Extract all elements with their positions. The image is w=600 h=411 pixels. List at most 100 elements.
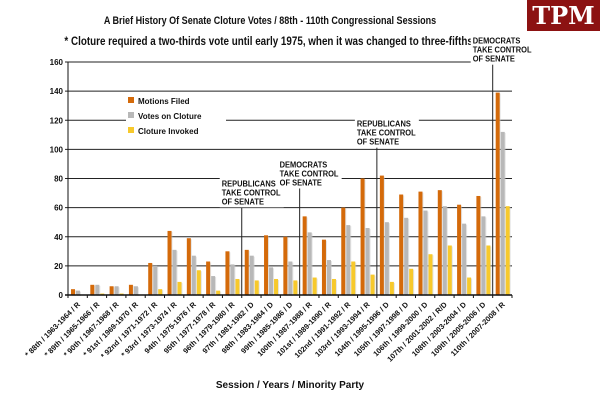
bar-motions-filed [399, 194, 404, 295]
bar-votes-on-cloture [249, 255, 254, 295]
bar-votes-on-cloture [326, 260, 331, 295]
bar-votes-on-cloture [500, 131, 505, 295]
bar-cloture-invoked [274, 278, 279, 295]
annotation-label: REPUBLICANS [222, 179, 277, 189]
legend-bg [126, 125, 226, 138]
bar-motions-filed [379, 175, 384, 295]
annotation-label: OF SENATE [222, 197, 265, 207]
bar-cloture-invoked [370, 274, 375, 295]
bar-votes-on-cloture [133, 286, 138, 295]
x-axis-label: Session / Years / Minority Party [216, 380, 365, 391]
bar-motions-filed [437, 190, 442, 295]
annotation-label: REPUBLICANS [357, 119, 412, 129]
bar-cloture-invoked [196, 270, 201, 295]
bar-cloture-invoked [158, 289, 163, 295]
legend-label: Votes on Cloture [138, 112, 202, 121]
bar-cloture-invoked [177, 281, 182, 295]
bar-votes-on-cloture [114, 286, 119, 295]
y-tick-label: 120 [50, 116, 64, 125]
bar-motions-filed [302, 216, 307, 295]
bar-cloture-invoked [467, 277, 472, 295]
legend-swatch [128, 112, 134, 118]
annotation-label: OF SENATE [473, 54, 516, 64]
annotation-bg [470, 34, 535, 65]
bar-cloture-invoked [235, 278, 240, 295]
legend-bg [126, 95, 226, 108]
bar-motions-filed [109, 286, 114, 295]
annotation-bg [354, 117, 419, 148]
annotation-label: TAKE CONTROL [357, 128, 416, 138]
bar-cloture-invoked [293, 280, 298, 295]
bar-motions-filed [457, 204, 462, 295]
bar-cloture-invoked [505, 206, 510, 295]
bar-votes-on-cloture [346, 225, 351, 295]
bar-votes-on-cloture [404, 217, 409, 295]
bar-votes-on-cloture [211, 276, 216, 295]
legend-label: Motions Filed [138, 97, 190, 106]
annotation-bg [219, 177, 284, 208]
annotation-label: DEMOCRATS [473, 36, 521, 46]
y-tick-label: 160 [50, 58, 64, 67]
bar-votes-on-cloture [230, 264, 235, 295]
bar-motions-filed [148, 262, 153, 295]
bar-votes-on-cloture [95, 284, 100, 295]
bar-votes-on-cloture [76, 290, 80, 295]
y-tick-label: 80 [54, 175, 63, 184]
bar-motions-filed [244, 249, 249, 295]
annotation-label: DEMOCRATS [280, 160, 328, 170]
annotation-label: TAKE CONTROL [473, 45, 532, 55]
bar-cloture-invoked [216, 290, 221, 295]
bar-motions-filed [186, 238, 191, 295]
y-tick-label: 20 [54, 262, 63, 271]
legend-bg [126, 110, 226, 123]
bar-motions-filed [225, 251, 230, 295]
bar-cloture-invoked [409, 268, 414, 295]
bar-votes-on-cloture [288, 261, 293, 295]
bar-cloture-invoked [389, 281, 394, 295]
bar-motions-filed [283, 236, 288, 295]
bar-votes-on-cloture [191, 255, 196, 295]
bar-cloture-invoked [486, 245, 491, 295]
bar-motions-filed [167, 230, 172, 295]
chart-subtitle: * Cloture required a two-thirds vote unt… [64, 34, 476, 48]
chart-title: A Brief History Of Senate Cloture Votes … [103, 15, 437, 27]
annotation-label: TAKE CONTROL [222, 188, 281, 198]
bar-votes-on-cloture [269, 267, 274, 295]
bar-motions-filed [206, 261, 211, 295]
annotation-label: OF SENATE [357, 137, 400, 147]
legend-label: Cloture Invoked [138, 127, 199, 136]
bar-votes-on-cloture [384, 222, 389, 295]
bar-cloture-invoked [428, 254, 433, 295]
bar-motions-filed [360, 178, 365, 295]
bar-votes-on-cloture [307, 232, 312, 295]
bar-cloture-invoked [254, 280, 259, 295]
bar-votes-on-cloture [481, 216, 486, 295]
bar-motions-filed [90, 284, 95, 295]
y-tick-label: 140 [50, 87, 64, 96]
bar-cloture-invoked [447, 245, 452, 295]
bar-motions-filed [341, 207, 346, 295]
y-tick-label: 60 [54, 204, 63, 213]
tpm-logo: TPM [527, 0, 600, 31]
annotation-label: OF SENATE [280, 178, 323, 188]
bar-motions-filed [495, 92, 500, 295]
bar-votes-on-cloture [462, 223, 467, 295]
bar-motions-filed [418, 191, 423, 295]
legend-swatch [128, 127, 134, 133]
bar-motions-filed [128, 284, 133, 295]
bar-motions-filed [71, 289, 75, 295]
annotation-label: TAKE CONTROL [280, 169, 339, 179]
bar-cloture-invoked [331, 278, 336, 295]
bar-cloture-invoked [312, 277, 317, 295]
bar-motions-filed [476, 195, 481, 295]
annotation-bg [277, 158, 342, 189]
y-tick-label: 0 [59, 291, 64, 300]
bar-votes-on-cloture [423, 210, 428, 295]
bar-votes-on-cloture [365, 228, 370, 295]
legend-swatch [128, 97, 134, 103]
bar-cloture-invoked [351, 261, 356, 295]
y-tick-label: 100 [50, 145, 64, 154]
bar-votes-on-cloture [153, 265, 158, 295]
